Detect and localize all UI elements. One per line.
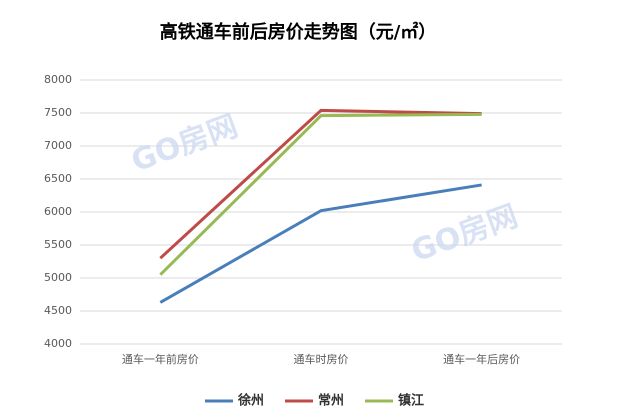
y-tick-label: 4500 [44,304,72,317]
y-tick-label: 6000 [44,205,72,218]
y-tick-label: 6500 [44,172,72,185]
series-line [159,183,482,304]
x-tick-label: 通车时房价 [294,352,349,366]
y-tick-label: 5500 [44,238,72,251]
y-tick-label: 5000 [44,271,72,284]
legend-label: 镇江 [398,393,424,409]
x-tick-label: 通车一年前房价 [122,352,199,366]
x-tick-label: 通车一年后房价 [443,352,520,366]
watermark: GO房网 [127,109,242,180]
chart-title: 高铁通车前后房价走势图（元/㎡） [160,21,437,43]
y-tick-label: 7500 [44,106,72,119]
y-tick-label: 8000 [44,73,72,86]
legend-label: 常州 [318,393,344,409]
legend-label: 徐州 [237,393,264,409]
watermark: GO房网 [407,199,522,270]
y-tick-label: 4000 [44,337,72,350]
series-line [159,108,482,260]
y-tick-label: 7000 [44,139,72,152]
series-line [159,112,482,276]
